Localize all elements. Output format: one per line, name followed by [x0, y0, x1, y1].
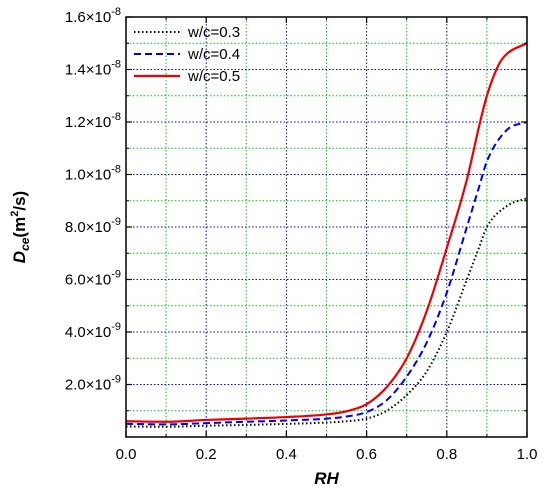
- y-tick-label: 2.0×10-9: [65, 374, 121, 394]
- x-tick-label: 0.4: [276, 446, 297, 463]
- x-tick-label: 1.0: [517, 446, 538, 463]
- y-tick-label: 1.0×10-8: [65, 164, 121, 184]
- y-axis-label-sub: ce: [18, 237, 32, 251]
- legend-label-2: w/c=0.4: [187, 46, 240, 63]
- y-tick-label: 6.0×10-9: [65, 269, 121, 289]
- y-tick-label: 1.6×10-8: [65, 6, 121, 26]
- grid: [126, 17, 527, 437]
- x-tick-label: 0.8: [436, 446, 457, 463]
- y-tick-label: 4.0×10-9: [65, 321, 121, 341]
- y-tick-label-mantissa: 1.4×10: [65, 62, 111, 79]
- y-tick-label-mantissa: 1.2×10: [65, 114, 111, 131]
- y-tick-label: 1.2×10-8: [65, 111, 121, 131]
- y-tick-label-mantissa: 1.6×10: [65, 9, 111, 26]
- axis-ticks: 0.0 0.2 0.4 0.6 0.8 1.02.0×10-94.0×10-96.0×10…: [65, 6, 538, 463]
- x-tick-label: 0.0: [116, 446, 137, 463]
- y-axis-label-unit-pre: (m: [10, 217, 29, 238]
- y-axis-label: Dce(m2/s): [9, 191, 32, 263]
- y-tick-label-mantissa: 1.0×10: [65, 167, 111, 184]
- y-tick-label-exponent: -9: [111, 216, 121, 228]
- y-tick-label-exponent: -9: [111, 269, 121, 281]
- legend: w/c=0.3 w/c=0.4 w/c=0.5: [134, 24, 240, 85]
- x-tick-label: 0.6: [356, 446, 377, 463]
- y-tick-label-mantissa: 2.0×10: [65, 377, 111, 394]
- series-line-2: [125, 121, 528, 426]
- y-tick-label: 8.0×10-9: [65, 216, 121, 236]
- legend-label-1: w/c=0.3: [187, 24, 240, 41]
- y-tick-label-exponent: -9: [111, 321, 121, 333]
- x-tick-label: 0.2: [196, 446, 217, 463]
- y-tick-label-exponent: -8: [111, 164, 121, 176]
- y-tick-label: 1.4×10-8: [65, 59, 121, 79]
- x-axis-label: RH: [314, 469, 339, 488]
- y-tick-label-mantissa: 6.0×10: [65, 272, 111, 289]
- y-axis-label-unit-sup: 2: [9, 211, 21, 217]
- series-line-3: [125, 42, 528, 423]
- series-line-1: [125, 197, 528, 428]
- y-axis-label-unit-post: /s): [10, 191, 29, 211]
- y-tick-label-mantissa: 4.0×10: [65, 324, 111, 341]
- y-axis-label-main: D: [10, 251, 29, 263]
- y-tick-label-exponent: -8: [111, 111, 121, 123]
- legend-label-3: w/c=0.5: [187, 68, 240, 85]
- series-lines: [125, 42, 528, 428]
- y-tick-label-exponent: -9: [111, 374, 121, 386]
- y-tick-label-exponent: -8: [111, 59, 121, 71]
- y-tick-label-mantissa: 8.0×10: [65, 219, 111, 236]
- y-tick-label-exponent: -8: [111, 6, 121, 18]
